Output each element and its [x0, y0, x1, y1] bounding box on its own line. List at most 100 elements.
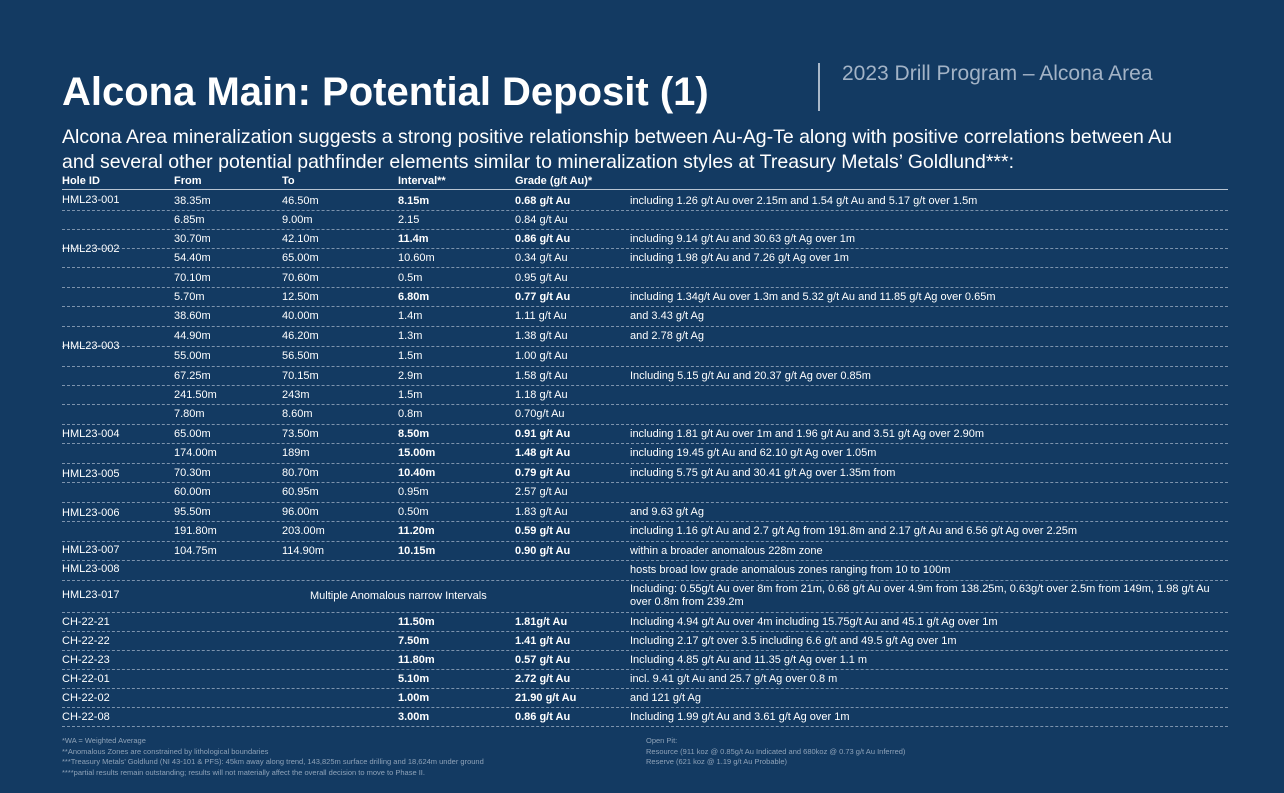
cell-notes: including 5.75 g/t Au and 30.41 g/t Ag o…	[630, 467, 896, 479]
cell-grade: 2.72 g/t Au	[515, 673, 571, 685]
row-divider	[62, 287, 1228, 288]
cell-to: 56.50m	[282, 350, 319, 362]
cell-interval: 7.50m	[398, 635, 430, 647]
row-divider	[62, 541, 1228, 542]
row-divider	[62, 631, 1228, 632]
row-divider	[62, 726, 1228, 727]
cell-notes: including 1.26 g/t Au over 2.15m and 1.5…	[630, 195, 978, 207]
cell-from: 104.75m	[174, 545, 217, 557]
hole-id: CH-22-01	[62, 673, 110, 685]
cell-from: 55.00m	[174, 350, 211, 362]
intro-paragraph: Alcona Area mineralization suggests a st…	[62, 125, 1242, 175]
cell-grade: 1.58 g/t Au	[515, 370, 568, 382]
page-title: Alcona Main: Potential Deposit (1)	[62, 70, 709, 114]
cell-from: 174.00m	[174, 447, 217, 459]
cell-notes: and 9.63 g/t Ag	[630, 506, 705, 518]
cell-to: 8.60m	[282, 408, 313, 420]
cell-grade: 0.86 g/t Au	[515, 711, 571, 723]
row-divider	[62, 248, 1228, 249]
row-divider	[62, 346, 1228, 347]
cell-interval: 2.9m	[398, 370, 423, 382]
cell-interval: 10.15m	[398, 545, 436, 557]
cell-from: 241.50m	[174, 389, 217, 401]
cell-interval: 10.40m	[398, 467, 436, 479]
row-divider	[62, 560, 1228, 561]
cell-interval: 8.50m	[398, 428, 430, 440]
cell-notes: incl. 9.41 g/t Au and 25.7 g/t Ag over 0…	[630, 673, 838, 685]
footnote: **Anomalous Zones are constrained by lit…	[62, 746, 269, 756]
cell-grade: 0.79 g/t Au	[515, 467, 571, 479]
col-header-to: To	[282, 175, 295, 187]
cell-grade: 0.68 g/t Au	[515, 195, 571, 207]
cell-grade: 0.70g/t Au	[515, 408, 565, 420]
cell-notes: Including 4.85 g/t Au and 11.35 g/t Ag o…	[630, 654, 868, 666]
col-header-grade: Grade (g/t Au)*	[515, 175, 593, 187]
cell-from: 5.70m	[174, 291, 205, 303]
cell-interval: 0.50m	[398, 506, 429, 518]
cell-from: 30.70m	[174, 233, 211, 245]
cell-to: 243m	[282, 389, 310, 401]
cell-interval: 11.80m	[398, 654, 435, 666]
cell-notes: including 1.81 g/t Au over 1m and 1.96 g…	[630, 428, 985, 440]
cell-grade: 0.90 g/t Au	[515, 545, 571, 557]
hole-id: CH-22-21	[62, 616, 110, 628]
footnote-resource: Open Pit:	[646, 736, 678, 745]
cell-notes: and 121 g/t Ag	[630, 692, 701, 704]
cell-to: 70.15m	[282, 370, 319, 382]
cell-grade: 2.57 g/t Au	[515, 486, 568, 498]
hole-id: CH-22-02	[62, 692, 110, 704]
cell-grade: 1.18 g/t Au	[515, 389, 568, 401]
section-subtitle: 2023 Drill Program – Alcona Area	[842, 62, 1153, 85]
row-divider	[62, 424, 1228, 425]
cell-interval: 11.50m	[398, 616, 435, 628]
cell-from: 191.80m	[174, 525, 217, 537]
row-divider	[62, 404, 1228, 405]
cell-grade: 0.95 g/t Au	[515, 272, 568, 284]
cell-to: 12.50m	[282, 291, 319, 303]
cell-to: 40.00m	[282, 310, 319, 322]
cell-interval: 1.3m	[398, 330, 423, 342]
cell-grade: 1.41 g/t Au	[515, 635, 571, 647]
row-divider	[62, 326, 1228, 327]
cell-notes: Including 1.99 g/t Au and 3.61 g/t Ag ov…	[630, 711, 850, 723]
cell-from: 60.00m	[174, 486, 211, 498]
cell-from: 38.60m	[174, 310, 211, 322]
cell-interval: 0.5m	[398, 272, 423, 284]
cell-from: 7.80m	[174, 408, 205, 420]
hole-id: HML23-004	[62, 428, 120, 440]
cell-to: 70.60m	[282, 272, 319, 284]
cell-notes: Including 4.94 g/t Au over 4m including …	[630, 616, 998, 628]
col-header-from: From	[174, 175, 202, 187]
cell-grade: 1.81g/t Au	[515, 616, 568, 628]
footnote: ***Treasury Metals’ Goldlund (NI 43-101 …	[62, 757, 484, 766]
cell-interval: 0.95m	[398, 486, 429, 498]
row-divider	[62, 463, 1228, 464]
cell-interval: 6.80m	[398, 291, 430, 303]
cell-from: 6.85m	[174, 214, 205, 226]
cell-to: 9.00m	[282, 214, 313, 226]
cell-interval: 3.00m	[398, 711, 430, 723]
cell-notes: Including 2.17 g/t over 3.5 including 6.…	[630, 635, 957, 647]
cell-to: 114.90m	[282, 545, 324, 557]
cell-from: 65.00m	[174, 428, 211, 440]
row-divider	[62, 521, 1228, 522]
cell-from: 95.50m	[174, 506, 211, 518]
row-divider	[62, 306, 1228, 307]
cell-notes: hosts broad low grade anomalous zones ra…	[630, 564, 951, 576]
intro-line-2: and several other potential pathfinder e…	[62, 151, 1014, 173]
cell-notes: within a broader anomalous 228m zone	[630, 545, 823, 557]
footnote-resource: Reserve (621 koz @ 1.19 g/t Au Probable)	[646, 757, 788, 766]
intro-line-1: Alcona Area mineralization suggests a st…	[62, 126, 1172, 148]
row-divider	[62, 385, 1228, 386]
cell-interval: 15.00m	[398, 447, 436, 459]
cell-grade: 21.90 g/t Au	[515, 692, 577, 704]
cell-to: 80.70m	[282, 467, 319, 479]
cell-interval: 10.60m	[398, 252, 435, 264]
cell-interval: 11.20m	[398, 525, 435, 537]
hole-id: HML23-003	[62, 340, 120, 352]
row-divider	[62, 443, 1228, 444]
cell-notes: including 1.16 g/t Au and 2.7 g/t Ag fro…	[630, 525, 1078, 537]
row-divider	[62, 707, 1228, 708]
row-divider	[62, 229, 1228, 230]
